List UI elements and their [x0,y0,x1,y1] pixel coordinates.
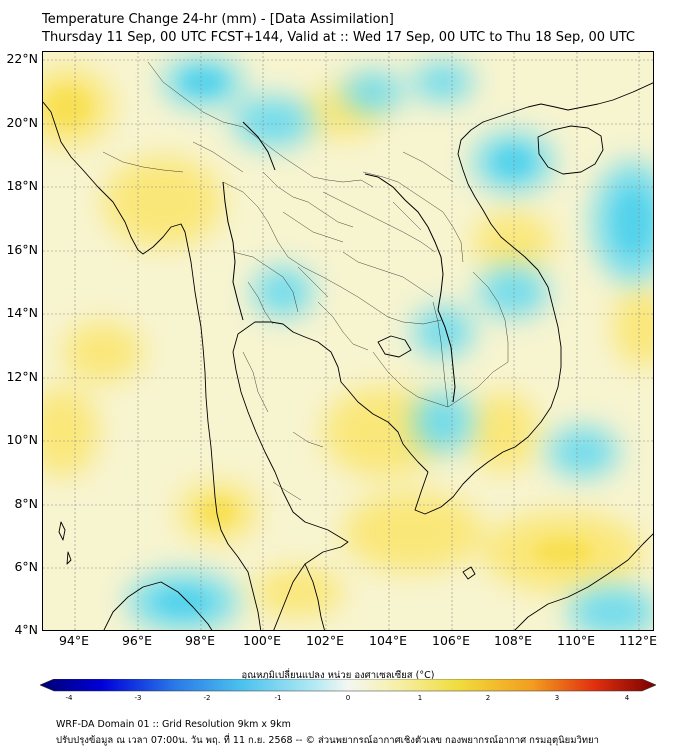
lat-label-8n: 8°N [14,496,38,511]
colorbar-tick-2: 2 [485,694,491,702]
colorbar [40,679,656,692]
lon-label-94e: 94°E [58,633,90,648]
temperature-change-field [43,52,653,630]
lon-label-102e: 102°E [305,633,345,648]
lat-label-10n: 10°N [6,432,38,447]
map-title: Temperature Change 24-hr (mm) - [Data As… [42,12,394,27]
lat-label-20n: 20°N [6,115,38,130]
lat-label-16n: 16°N [6,242,38,257]
colorbar-tick-neg1: -1 [274,694,282,702]
lat-label-18n: 18°N [6,178,38,193]
lon-label-106e: 106°E [431,633,471,648]
map-subtitle: Thursday 11 Sep, 00 UTC FCST+144, Valid … [42,30,635,45]
colorbar-title: อุณหภูมิเปลี่ยนแปลง หน่วย องศาเซลเซียส (… [241,670,435,681]
colorbar-tick-4: 4 [624,694,630,702]
warm-anomaly-areas [43,67,653,617]
lat-label-12n: 12°N [6,369,38,384]
graticule [43,52,653,630]
lon-label-112e: 112°E [618,633,658,648]
colorbar-tick-0: 0 [345,694,351,702]
lat-label-22n: 22°N [6,51,38,66]
lon-label-104e: 104°E [368,633,408,648]
lat-label-14n: 14°N [6,305,38,320]
lat-label-6n: 6°N [14,559,38,574]
country-borders [222,121,456,403]
colorbar-tick-1: 1 [417,694,423,702]
coastlines [43,82,653,630]
update-credit: ปรับปรุงข้อมูล ณ เวลา 07:00น. วัน พฤ. ที… [56,735,599,746]
lon-label-98e: 98°E [184,633,216,648]
colorbar-tick-3: 3 [554,694,560,702]
colorbar-tick-neg3: -3 [134,694,142,702]
map-panel [42,51,654,631]
colorbar-tick-neg2: -2 [203,694,211,702]
lon-label-108e: 108°E [493,633,533,648]
lon-label-100e: 100°E [242,633,282,648]
colorbar-gradient [40,679,656,692]
model-info: WRF-DA Domain 01 :: Grid Resolution 9km … [56,719,291,730]
colorbar-tick-neg4: -4 [65,694,73,702]
lat-label-4n: 4°N [14,622,38,637]
province-borders [102,61,509,501]
lon-label-96e: 96°E [121,633,153,648]
lon-label-110e: 110°E [556,633,596,648]
strong-cool-cores [158,70,651,614]
